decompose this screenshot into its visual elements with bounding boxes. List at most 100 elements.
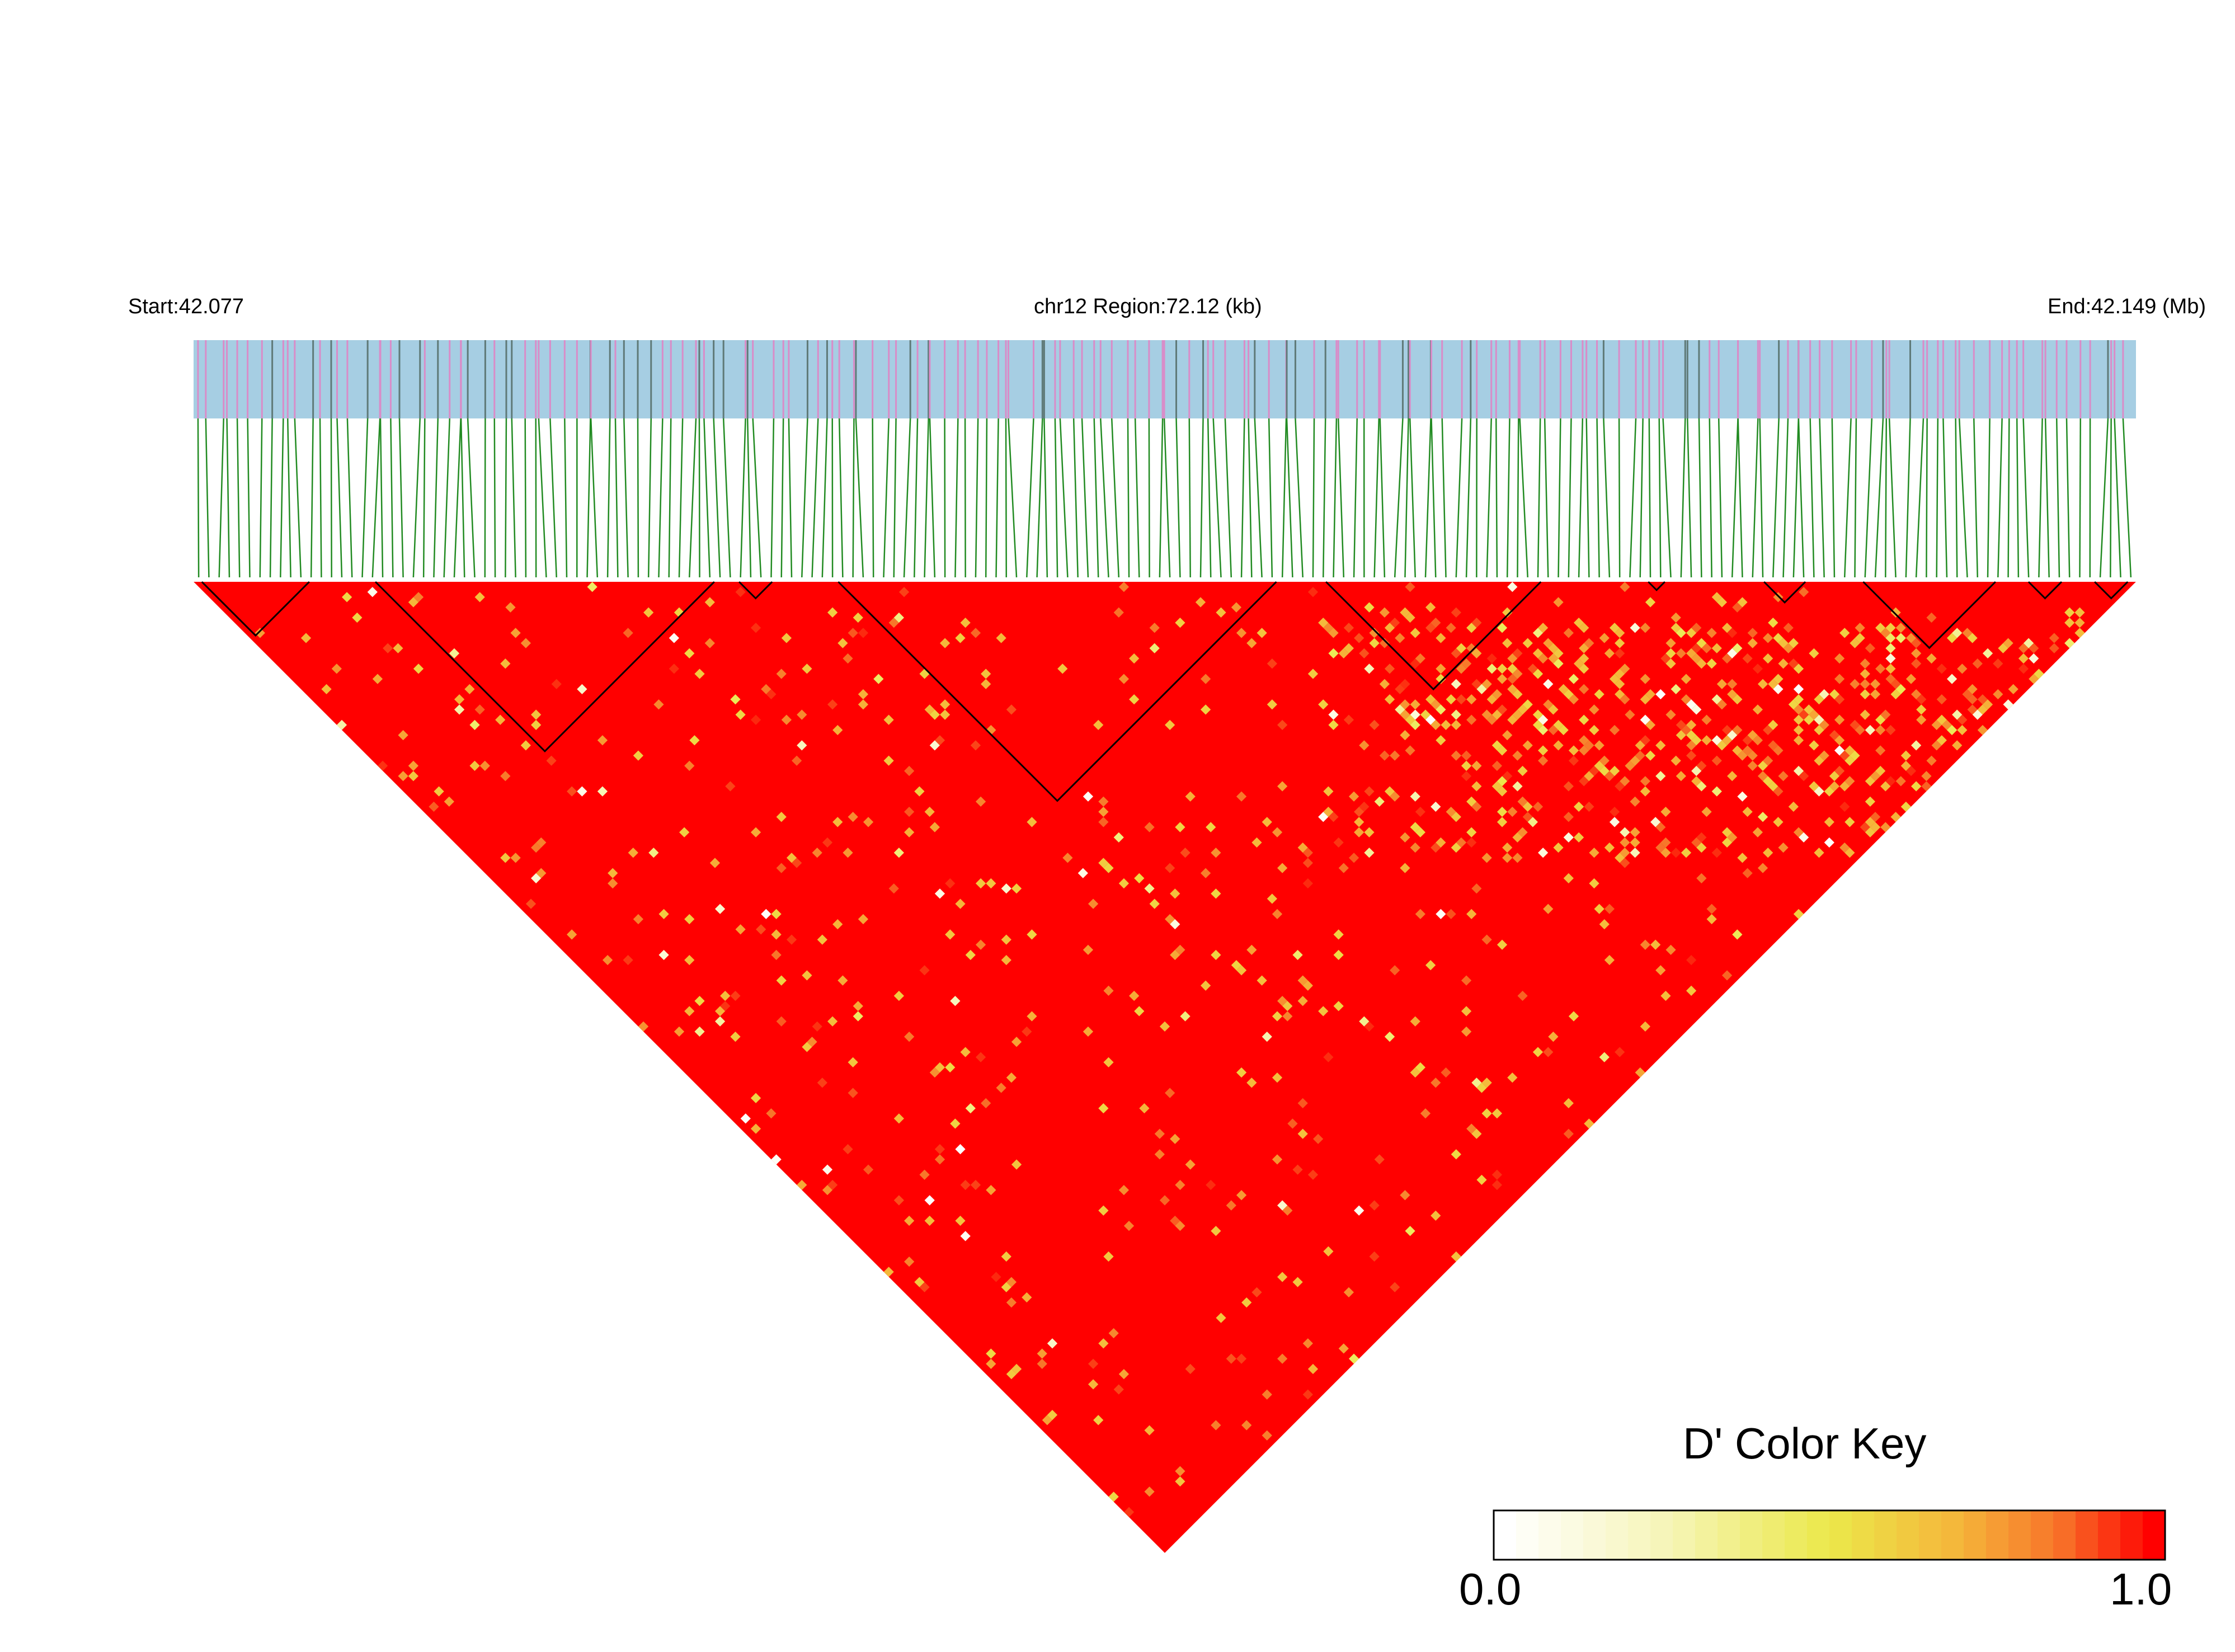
ld-cell	[1691, 776, 1702, 787]
ld-cell	[1579, 776, 1589, 787]
ld-cell	[1727, 729, 1738, 741]
ld-cell	[1845, 848, 1855, 858]
ld-cell	[1165, 863, 1175, 873]
ld-cell	[797, 1180, 807, 1190]
ld-cell	[684, 760, 695, 771]
ld-cell	[1532, 719, 1544, 730]
snp-connector-line	[1455, 418, 1463, 578]
ld-cell	[1206, 822, 1216, 832]
ld-cell	[1558, 684, 1569, 695]
ld-cell	[1604, 842, 1615, 853]
ld-cell	[1686, 699, 1697, 710]
color-key-segment	[1829, 1510, 1852, 1560]
ld-cell	[1415, 807, 1425, 817]
ld-cell	[771, 909, 782, 920]
ld-cell	[1507, 674, 1518, 684]
ld-cell	[714, 903, 726, 914]
snp-connector-line	[2122, 418, 2132, 578]
ld-cell	[454, 704, 465, 715]
haplotype-block-outline	[1648, 581, 1665, 591]
ld-cell	[352, 612, 363, 623]
ld-cell	[1047, 1410, 1058, 1420]
ld-cell	[674, 1026, 685, 1037]
ld-cell	[1471, 801, 1482, 812]
snp-connector-line	[1148, 418, 1150, 578]
ld-cell	[1727, 771, 1738, 782]
ld-cell	[331, 663, 342, 674]
ld-cell	[1630, 623, 1640, 633]
ld-cell	[1584, 638, 1594, 648]
ld-cell	[2023, 638, 2034, 648]
ld-cell	[1905, 674, 1917, 684]
snp-connector-line	[2055, 418, 2060, 578]
ld-cell	[776, 863, 787, 873]
ld-cell	[1118, 1185, 1130, 1196]
ld-cell	[1400, 699, 1410, 710]
ld-cell	[1732, 745, 1743, 756]
ld-cell	[802, 970, 812, 981]
ld-cell	[1185, 791, 1196, 802]
snp-connector-line	[698, 418, 700, 578]
snp-connector-line	[855, 418, 864, 578]
ld-cell	[1405, 582, 1415, 592]
ld-cell	[1236, 791, 1247, 802]
ld-cell	[1890, 812, 1901, 822]
ld-cell	[1829, 729, 1840, 741]
ld-cell	[965, 1103, 976, 1114]
ld-cell	[761, 684, 771, 695]
color-key-segment	[1852, 1510, 1875, 1560]
snp-connector-line	[524, 418, 527, 578]
ld-cell	[505, 602, 516, 613]
ld-cell	[1788, 801, 1799, 812]
ld-cell	[1267, 699, 1278, 710]
ld-cell	[1615, 648, 1625, 659]
ld-cell	[2018, 663, 2029, 674]
ld-cell	[1277, 1272, 1288, 1282]
ld-cell	[1691, 653, 1702, 664]
ld-cell	[1941, 719, 1952, 730]
ld-cell	[1599, 755, 1610, 766]
ld-cell	[300, 633, 312, 643]
ld-cell	[1410, 791, 1420, 802]
ld-cell	[1042, 1415, 1052, 1425]
ld-cell	[1318, 617, 1329, 628]
ld-cell	[1839, 628, 1850, 638]
ld-cell	[1957, 724, 1968, 736]
ld-cell	[1098, 796, 1109, 807]
ld-cell	[1706, 628, 1717, 638]
ld-cell	[1400, 679, 1410, 689]
ld-cell	[1855, 623, 1865, 633]
ld-cell	[536, 868, 547, 878]
ld-cell	[1420, 1108, 1431, 1119]
snp-connector-line	[914, 418, 919, 578]
ld-cell	[740, 1113, 751, 1124]
color-key-segment	[1874, 1510, 1897, 1560]
ld-cell	[1359, 801, 1370, 812]
snp-connector-line	[1854, 418, 1857, 578]
ld-cell	[970, 740, 981, 751]
snp-connector-line	[453, 418, 462, 578]
ld-cell	[929, 1067, 940, 1078]
ld-cell	[945, 929, 956, 940]
ld-cell	[1579, 745, 1589, 756]
snp-connector-line	[2022, 418, 2030, 578]
snp-connector-line	[1199, 418, 1204, 578]
ld-cell	[2064, 607, 2075, 618]
ld-cell	[1798, 587, 1809, 597]
ld-cell	[684, 954, 695, 966]
snp-connector-line	[287, 418, 291, 578]
ld-cell	[1200, 868, 1211, 878]
ld-cell	[1972, 658, 1983, 669]
ld-cell	[1568, 1011, 1579, 1022]
ld-cell	[1491, 1169, 1503, 1180]
ld-cell	[1436, 663, 1446, 674]
ld-cell	[1088, 898, 1099, 909]
ld-cell	[1926, 612, 1937, 623]
ld-cell	[797, 740, 807, 751]
ld-cell	[1671, 623, 1681, 633]
ld-cell	[1885, 653, 1896, 664]
ld-cell	[1395, 684, 1405, 695]
ld-cell	[1630, 848, 1640, 858]
ld-cell	[1425, 960, 1436, 971]
region-end-label: End:42.149 (Mb)	[2048, 295, 2206, 318]
